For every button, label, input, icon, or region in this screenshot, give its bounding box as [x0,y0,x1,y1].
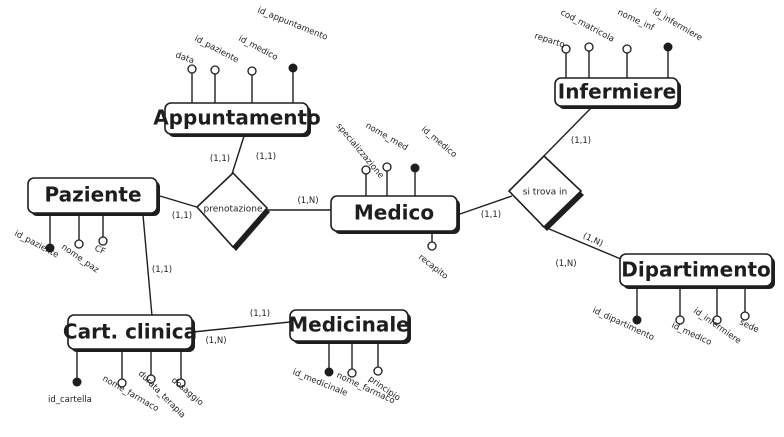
key-marker [632,315,642,325]
attr-marker [176,378,186,388]
key-marker [324,367,334,377]
connections [49,50,746,380]
attr-marker [561,44,571,54]
attr-marker [347,368,357,378]
attr-label: CF [93,244,107,258]
entity-label: Medico [354,201,434,225]
attr-label: id_infermiere [651,7,704,44]
attr-label: cod_matricola [559,8,616,45]
attr-marker [740,311,750,321]
attr-marker [247,66,257,76]
cardinality-label: (1,1) [571,136,591,146]
entity-label: Dipartimento [621,258,771,282]
attr-marker [74,239,84,249]
attr-label: id_medico [237,34,280,63]
attr-label: reparto [533,31,566,50]
entity-label: Appuntamento [153,106,321,130]
cardinality-label: (1,1) [210,154,230,164]
attr-marker [584,42,594,52]
entity-paziente[interactable]: Paziente [27,177,160,216]
attr-label: durata_terapia [136,369,187,420]
attr-marker [361,165,371,175]
attr-label: id_medico [419,125,458,160]
entity-label: Infermiere [558,80,677,104]
attr-marker [187,64,197,74]
entity-appuntamento[interactable]: Appuntamento [153,102,321,137]
key-marker [288,63,298,73]
attr-marker [117,378,127,388]
key-marker [45,243,55,253]
attr-marker [98,236,108,246]
entity-label: Medicinale [288,313,410,337]
attr-label: id_cartella [48,395,92,405]
key-marker [410,163,420,173]
entity-medicinale[interactable]: Medicinale [288,309,411,344]
entity-medico[interactable]: Medico [330,195,460,234]
attr-marker [427,241,437,251]
attr-marker [373,366,383,376]
line-cartella-medicinale [192,321,291,333]
line-paziente-prenotazione [159,195,201,209]
cardinality-label: (1,N) [205,336,226,346]
attr-marker [712,315,722,325]
attr-label: sede [738,318,761,336]
attr-marker [382,162,392,172]
line-sitrova-dipartimento [541,225,629,263]
entity-label: Paziente [44,183,141,207]
cardinality-label: (1,1) [152,265,172,275]
key-marker [663,42,673,52]
attr-marker [675,315,685,325]
relationship-label: si trova in [523,188,568,198]
line-sitrova-infermiere [539,106,593,161]
entity-label: Cart. clinica [63,320,197,344]
attr-marker [210,65,220,75]
relationship-label: prenotazione [204,205,263,215]
relationship-prenotazione[interactable]: prenotazione [195,171,270,251]
cardinality-label: (1,N) [581,231,604,249]
attr-label: recapito [416,252,450,281]
line-appuntamento-prenotazione [231,132,246,175]
cardinality-label: (1,N) [555,259,576,269]
attr-label: id_dipartimento [591,306,656,343]
attribute-markers [45,42,750,388]
attr-label: nome_inf [616,8,657,34]
attr-label: id_paziente [193,34,241,66]
cardinality-label: (1,1) [172,211,192,221]
relationship-si-trova-in[interactable]: si trova in [507,154,584,231]
attr-label: id_appuntamento [256,6,329,43]
attr-label: nome_med [364,121,410,153]
cardinality-label: (1,1) [250,309,270,319]
cardinality-label: (1,1) [481,210,501,220]
key-marker [72,377,82,387]
attr-marker [622,44,632,54]
entity-cartella-clinica[interactable]: Cart. clinica [63,314,197,352]
attr-label: id_paziente [13,229,61,261]
entity-infermiere[interactable]: Infermiere [554,77,681,109]
line-medico-sitrova [459,195,513,215]
cardinality-label: (1,N) [297,196,318,206]
attr-label: data [174,50,195,66]
attr-marker [146,374,156,384]
line-paziente-cartella [142,214,153,317]
cardinality-label: (1,1) [256,152,276,162]
entity-dipartimento[interactable]: Dipartimento [619,253,775,289]
